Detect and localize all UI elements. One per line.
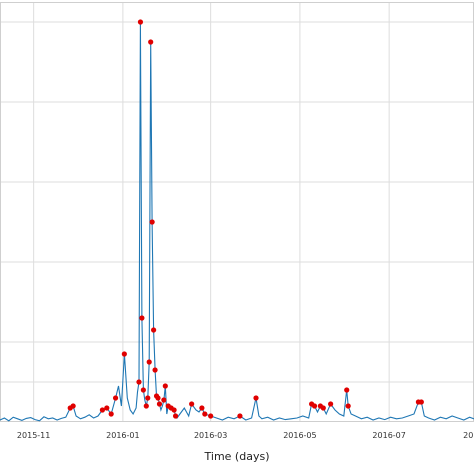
anomaly-point [320, 405, 326, 411]
anomaly-point [328, 401, 334, 407]
plot-frame [0, 2, 474, 422]
anomaly-point [253, 395, 259, 401]
x-axis-title: Time (days) [204, 450, 270, 463]
x-tick-label: 2016-01 [106, 431, 139, 440]
anomaly-point [104, 405, 110, 411]
anomaly-point [189, 401, 195, 407]
anomaly-point [136, 379, 142, 385]
anomaly-point [148, 39, 154, 45]
x-tick-label: 2016-03 [194, 431, 227, 440]
x-tick-label: 2016-05 [283, 431, 316, 440]
anomaly-point [139, 315, 145, 321]
anomaly-point [152, 367, 158, 373]
anomaly-point [418, 399, 424, 405]
anomaly-point [70, 403, 76, 409]
x-tick-label: 2016-09 [463, 431, 474, 440]
anomaly-point [237, 413, 243, 419]
anomaly-point [344, 387, 350, 393]
anomaly-point [171, 407, 177, 413]
x-axis-ticks: 2015-11 2016-01 2016-03 2016-05 2016-07 2016-… [17, 431, 474, 440]
anomaly-point [172, 413, 179, 419]
anomaly-point [145, 395, 151, 401]
anomaly-point [161, 397, 167, 403]
anomaly-point [151, 327, 157, 333]
anomaly-point [121, 351, 127, 357]
anomaly-point [345, 403, 351, 409]
anomaly-point [311, 403, 318, 409]
anomaly-point [202, 411, 208, 417]
anomaly-point [146, 359, 152, 365]
x-tick-label: 2016-07 [372, 431, 405, 440]
anomaly-point [149, 219, 155, 225]
anomaly-markers [67, 19, 424, 419]
anomaly-point [143, 403, 149, 409]
anomaly-point [208, 413, 214, 419]
series-line [0, 21, 474, 422]
anomaly-point [108, 411, 114, 417]
grid [0, 2, 474, 422]
anomaly-point [140, 387, 146, 393]
x-tick-label: 2015-11 [17, 431, 50, 440]
anomaly-point [137, 19, 144, 25]
anomaly-point [112, 395, 119, 401]
anomaly-point [155, 395, 161, 401]
anomaly-point [199, 405, 205, 411]
anomaly-point [156, 401, 163, 407]
anomaly-point [162, 383, 168, 389]
anomaly-point [99, 407, 106, 413]
